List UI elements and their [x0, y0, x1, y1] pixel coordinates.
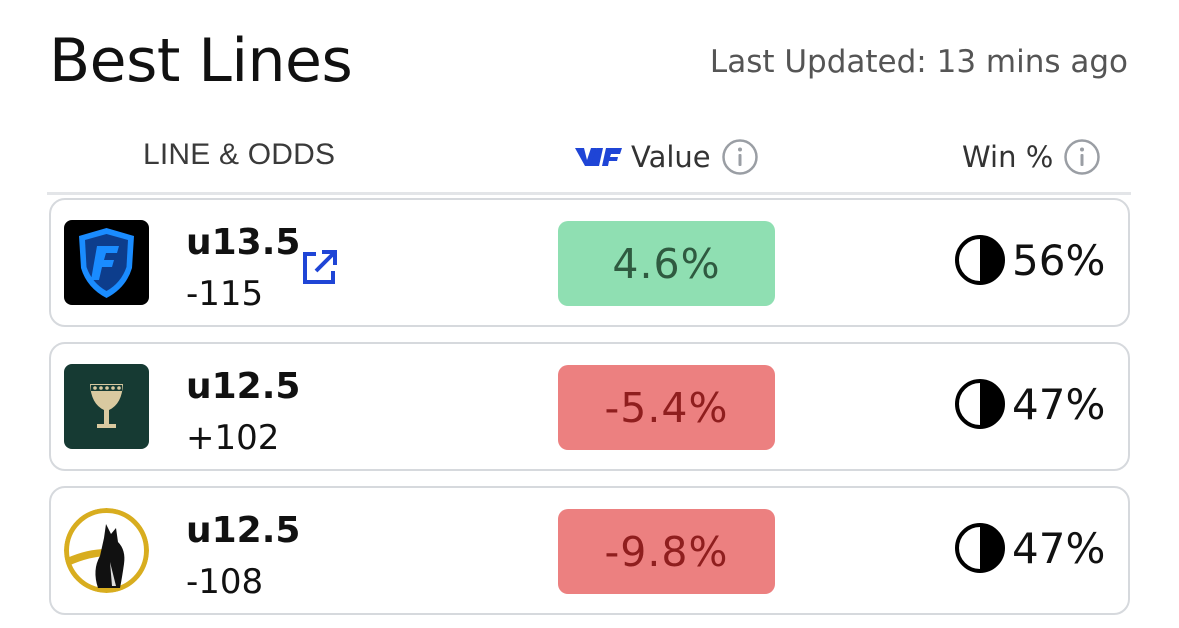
line-row[interactable]: u13.5 -115 4.6% 56%: [49, 198, 1130, 327]
win-value: 47%: [1012, 379, 1106, 429]
value-badge: -5.4%: [558, 365, 775, 450]
goblet-icon: [64, 364, 149, 449]
line-label: u12.5: [186, 366, 301, 407]
line-label: u13.5: [186, 222, 301, 263]
info-icon[interactable]: [721, 138, 759, 176]
fox-icon: [64, 508, 149, 593]
win-percentage: 47%: [954, 378, 1105, 430]
column-header-line-odds: LINE & ODDS: [143, 138, 336, 171]
odds-label: -108: [186, 562, 264, 602]
value-badge: -9.8%: [558, 509, 775, 594]
header-divider: [47, 192, 1131, 195]
win-percentage: 47%: [954, 522, 1105, 574]
info-icon[interactable]: [1063, 138, 1101, 176]
external-link-icon[interactable]: [299, 248, 339, 288]
line-row[interactable]: u12.5 +102 -5.4% 47%: [49, 342, 1130, 471]
column-header-value-label: Value: [631, 140, 711, 174]
page-title: Best Lines: [49, 26, 353, 96]
column-header-value: Value: [575, 138, 759, 176]
brand-logo-icon: [575, 148, 622, 166]
win-percentage: 56%: [954, 234, 1105, 286]
odds-label: +102: [186, 418, 280, 458]
win-value: 47%: [1012, 523, 1106, 573]
line-label: u12.5: [186, 510, 301, 551]
win-value: 56%: [1012, 235, 1106, 285]
half-circle-icon: [955, 523, 1005, 573]
line-row[interactable]: u12.5 -108 -9.8% 47%: [49, 486, 1130, 615]
half-circle-icon: [955, 379, 1005, 429]
half-circle-icon: [955, 235, 1005, 285]
fanduel-shield-icon: [64, 220, 149, 305]
column-header-win: Win %: [962, 138, 1101, 176]
column-header-win-label: Win %: [962, 140, 1054, 174]
odds-label: -115: [186, 274, 264, 314]
value-badge: 4.6%: [558, 221, 775, 306]
last-updated-text: Last Updated: 13 mins ago: [709, 44, 1128, 80]
